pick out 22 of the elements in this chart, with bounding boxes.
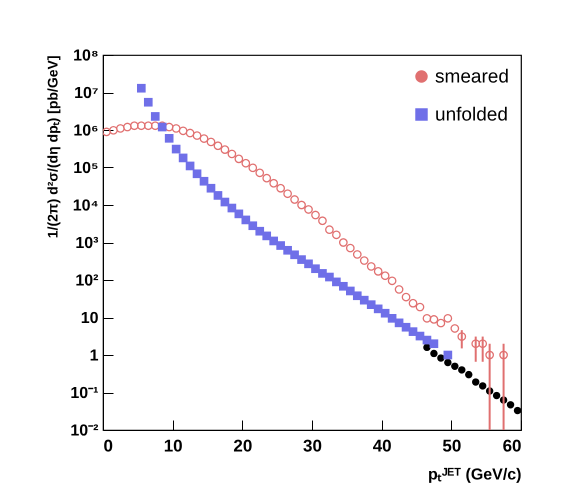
x-tick-label: 10 xyxy=(164,436,183,456)
y-tick-label: 10⁷ xyxy=(74,85,98,102)
y-axis-title: 1/(2π) d²σ/(dη dpₜ) [pb/GeV] xyxy=(44,56,60,238)
legend-label: unfolded xyxy=(435,104,508,126)
y-tick-label: 1 xyxy=(90,348,99,364)
x-tick-label: 60 xyxy=(502,436,522,456)
y-tick-label: 10⁴ xyxy=(72,198,99,214)
x-tick-label: 40 xyxy=(372,436,392,456)
y-tick-label: 10⁻² xyxy=(70,422,98,440)
x-tick-label: 50 xyxy=(442,436,462,456)
y-tick-label: 10⁸ xyxy=(73,48,98,64)
x-tick-label: 30 xyxy=(303,436,322,456)
y-tick-label: 10² xyxy=(75,272,98,290)
y-tick-label: 10⁶ xyxy=(73,122,98,140)
legend-label: smeared xyxy=(435,66,509,88)
x-axis-title: pₜᴶᴱᵀ (GeV/c) xyxy=(428,466,522,484)
x-tick-label: 0 xyxy=(104,436,113,456)
x-tick-label: 20 xyxy=(233,436,252,456)
y-tick-label: 10⁻¹ xyxy=(70,385,98,402)
y-tick-label: 10⁵ xyxy=(73,160,98,177)
y-tick-label: 10 xyxy=(80,310,99,327)
y-tick-label: 10³ xyxy=(75,235,98,252)
